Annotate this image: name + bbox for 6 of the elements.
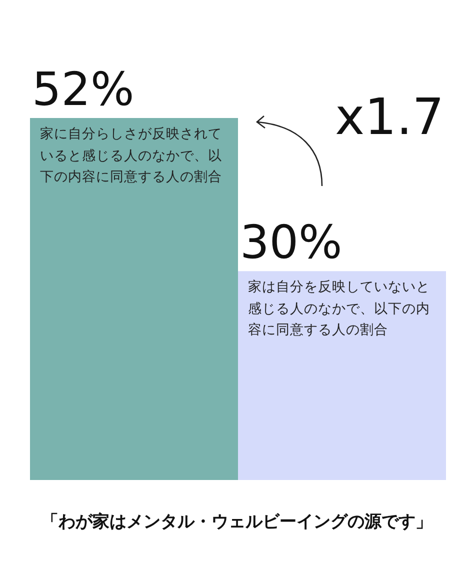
text: 「わが家はメンタル・ウェルビーイングの源です」 <box>40 511 434 533</box>
x-tick-label: 家は自分を反映していないと感じる人のなかで、以下の内容に同意する人の割合 <box>248 278 431 340</box>
data-label: 52% <box>32 62 134 116</box>
x-tick-label: 家に自分らしさが反映されていると感じる人のなかで、以下の内容に同意する人の割合 <box>40 125 223 188</box>
data-label: 30% <box>240 215 342 270</box>
annotation: x1.7 <box>335 88 444 146</box>
